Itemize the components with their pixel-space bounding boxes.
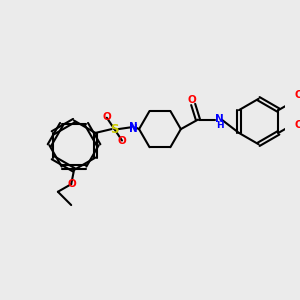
Text: O: O xyxy=(102,112,111,122)
Text: O: O xyxy=(295,120,300,130)
Text: S: S xyxy=(110,123,118,136)
Text: O: O xyxy=(118,136,126,146)
Text: H: H xyxy=(216,121,224,130)
Text: N: N xyxy=(129,122,138,132)
Text: N: N xyxy=(215,114,224,124)
Text: O: O xyxy=(295,90,300,100)
Text: O: O xyxy=(188,95,197,105)
Text: O: O xyxy=(68,179,76,189)
Text: N: N xyxy=(129,124,138,134)
